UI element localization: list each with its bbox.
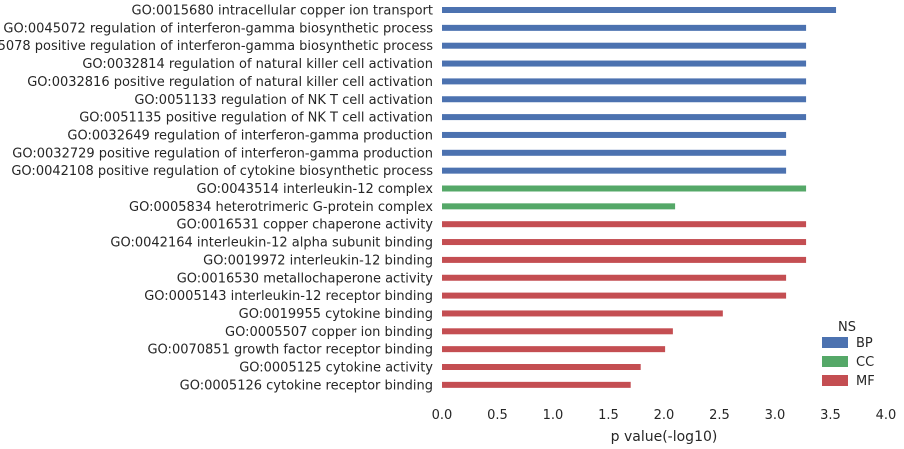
x-tick-label: 0.0 xyxy=(432,408,453,423)
category-label: GO:0032649 regulation of interferon-gamm… xyxy=(67,128,433,143)
bar-bp xyxy=(442,78,807,85)
bar-bp xyxy=(442,149,787,156)
x-tick-label: 3.5 xyxy=(820,408,841,423)
x-tick-label: 2.0 xyxy=(654,408,675,423)
bar-mf xyxy=(442,292,787,299)
x-axis-label: p value(-log10) xyxy=(611,429,718,445)
bar-bp xyxy=(442,7,837,13)
x-tick-label: 0.5 xyxy=(487,408,508,423)
category-label: GO:0070851 growth factor receptor bindin… xyxy=(147,343,433,358)
category-label: GO:0032729 positive regulation of interf… xyxy=(12,146,433,161)
category-label: GO:0045072 regulation of interferon-gamm… xyxy=(3,21,433,36)
bar-mf xyxy=(442,256,807,263)
legend-label-cc: CC xyxy=(856,355,874,370)
legend-swatch-cc xyxy=(822,356,848,367)
x-tick-labels: 0.0 0.5 1.0 1.5 2.0 2.5 3.0 3.5 4.0 xyxy=(432,408,897,423)
bar-bp xyxy=(442,24,807,31)
x-tick-label: 3.0 xyxy=(765,408,786,423)
category-label: GO:0016531 copper chaperone activity xyxy=(177,218,434,233)
category-label: GO:0042164 interleukin-12 alpha subunit … xyxy=(110,236,433,251)
category-label: GO:0032814 regulation of natural killer … xyxy=(82,57,433,72)
bar-mf xyxy=(442,328,673,335)
bars-group xyxy=(442,7,837,388)
x-tick-label: 1.0 xyxy=(543,408,564,423)
category-label: GO:0005143 interleukin-12 receptor bindi… xyxy=(144,289,433,304)
bar-mf xyxy=(442,221,807,228)
category-label: GO:0005125 cytokine activity xyxy=(239,361,433,376)
category-label: GO:0019972 interleukin-12 binding xyxy=(203,253,433,268)
category-label: GO:0051135 positive regulation of NK T c… xyxy=(79,111,433,126)
bar-bp xyxy=(442,60,807,67)
bar-bp xyxy=(442,114,807,121)
bar-mf xyxy=(442,274,787,281)
bar-bp xyxy=(442,96,807,103)
category-label: GO:0042108 positive regulation of cytoki… xyxy=(11,164,433,179)
x-tick-label: 4.0 xyxy=(876,408,897,423)
legend: NS BP CC MF xyxy=(822,320,875,389)
bar-mf xyxy=(442,310,723,317)
legend-swatch-bp xyxy=(822,337,848,348)
x-tick-label: 2.5 xyxy=(709,408,730,423)
category-label: GO:0015680 intracellular copper ion tran… xyxy=(132,4,434,19)
category-label: GO:0005126 cytokine receptor binding xyxy=(180,378,433,393)
category-label: GO:0032816 positive regulation of natura… xyxy=(27,75,433,90)
category-labels: GO:0015680 intracellular copper ion tran… xyxy=(0,4,433,394)
category-label: GO:0005834 heterotrimeric G-protein comp… xyxy=(129,200,433,215)
bar-cc xyxy=(442,203,676,210)
category-label: GO:0045078 positive regulation of interf… xyxy=(0,39,433,54)
x-tick-label: 1.5 xyxy=(598,408,619,423)
bar-mf xyxy=(442,346,666,353)
bar-bp xyxy=(442,167,787,174)
category-label: GO:0043514 interleukin-12 complex xyxy=(197,182,434,197)
category-label: GO:0016530 metallochaperone activity xyxy=(177,271,434,286)
bar-cc xyxy=(442,185,807,192)
legend-label-mf: MF xyxy=(856,374,875,389)
bar-mf xyxy=(442,364,641,370)
legend-title: NS xyxy=(838,320,856,335)
bar-bp xyxy=(442,42,807,49)
bar-mf xyxy=(442,239,807,246)
category-label: GO:0019955 cytokine binding xyxy=(239,307,433,322)
bar-mf xyxy=(442,381,631,388)
bar-bp xyxy=(442,131,787,138)
legend-swatch-mf xyxy=(822,375,848,386)
category-label: GO:0051133 regulation of NK T cell activ… xyxy=(134,93,433,108)
legend-label-bp: BP xyxy=(856,336,873,351)
category-label: GO:0005507 copper ion binding xyxy=(225,325,433,340)
